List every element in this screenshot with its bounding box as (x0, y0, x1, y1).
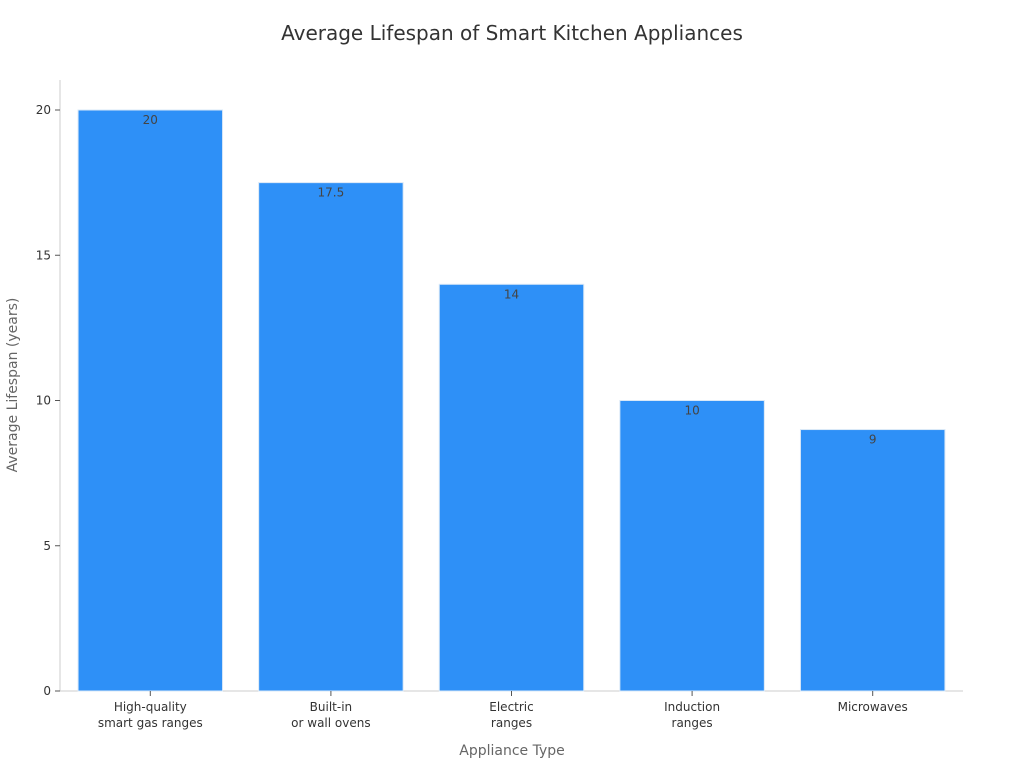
bar (619, 400, 765, 692)
x-tick-label: Electric ranges (489, 700, 533, 730)
x-tick-label: Microwaves (838, 700, 908, 714)
chart-title: Average Lifespan of Smart Kitchen Applia… (281, 21, 743, 45)
bar (77, 109, 224, 692)
bar (799, 429, 946, 692)
bar-data-label: 17.5 (318, 186, 345, 200)
y-tick-label: 0 (43, 684, 51, 698)
y-tick-label: 5 (43, 539, 51, 553)
x-axis-label: Appliance Type (459, 743, 565, 759)
y-axis-label: Average Lifespan (years) (5, 298, 21, 473)
y-tick-label: 15 (36, 248, 51, 262)
bar-data-label: 14 (504, 287, 519, 301)
bar-data-label: 10 (684, 404, 699, 418)
bar (258, 182, 404, 692)
bar-data-label: 20 (143, 113, 158, 127)
y-tick-label: 20 (36, 103, 51, 117)
bar (438, 283, 585, 692)
x-tick-label: High-quality smart gas ranges (98, 700, 203, 730)
x-tick-label: Induction ranges (664, 700, 720, 730)
bar-data-label: 9 (869, 433, 877, 447)
y-tick-label: 10 (36, 394, 51, 408)
x-tick-label: Built-in or wall ovens (291, 700, 370, 730)
plot-area: 0 5 10 15 20 20 High-quality smart gas ranges 17… (36, 80, 963, 730)
